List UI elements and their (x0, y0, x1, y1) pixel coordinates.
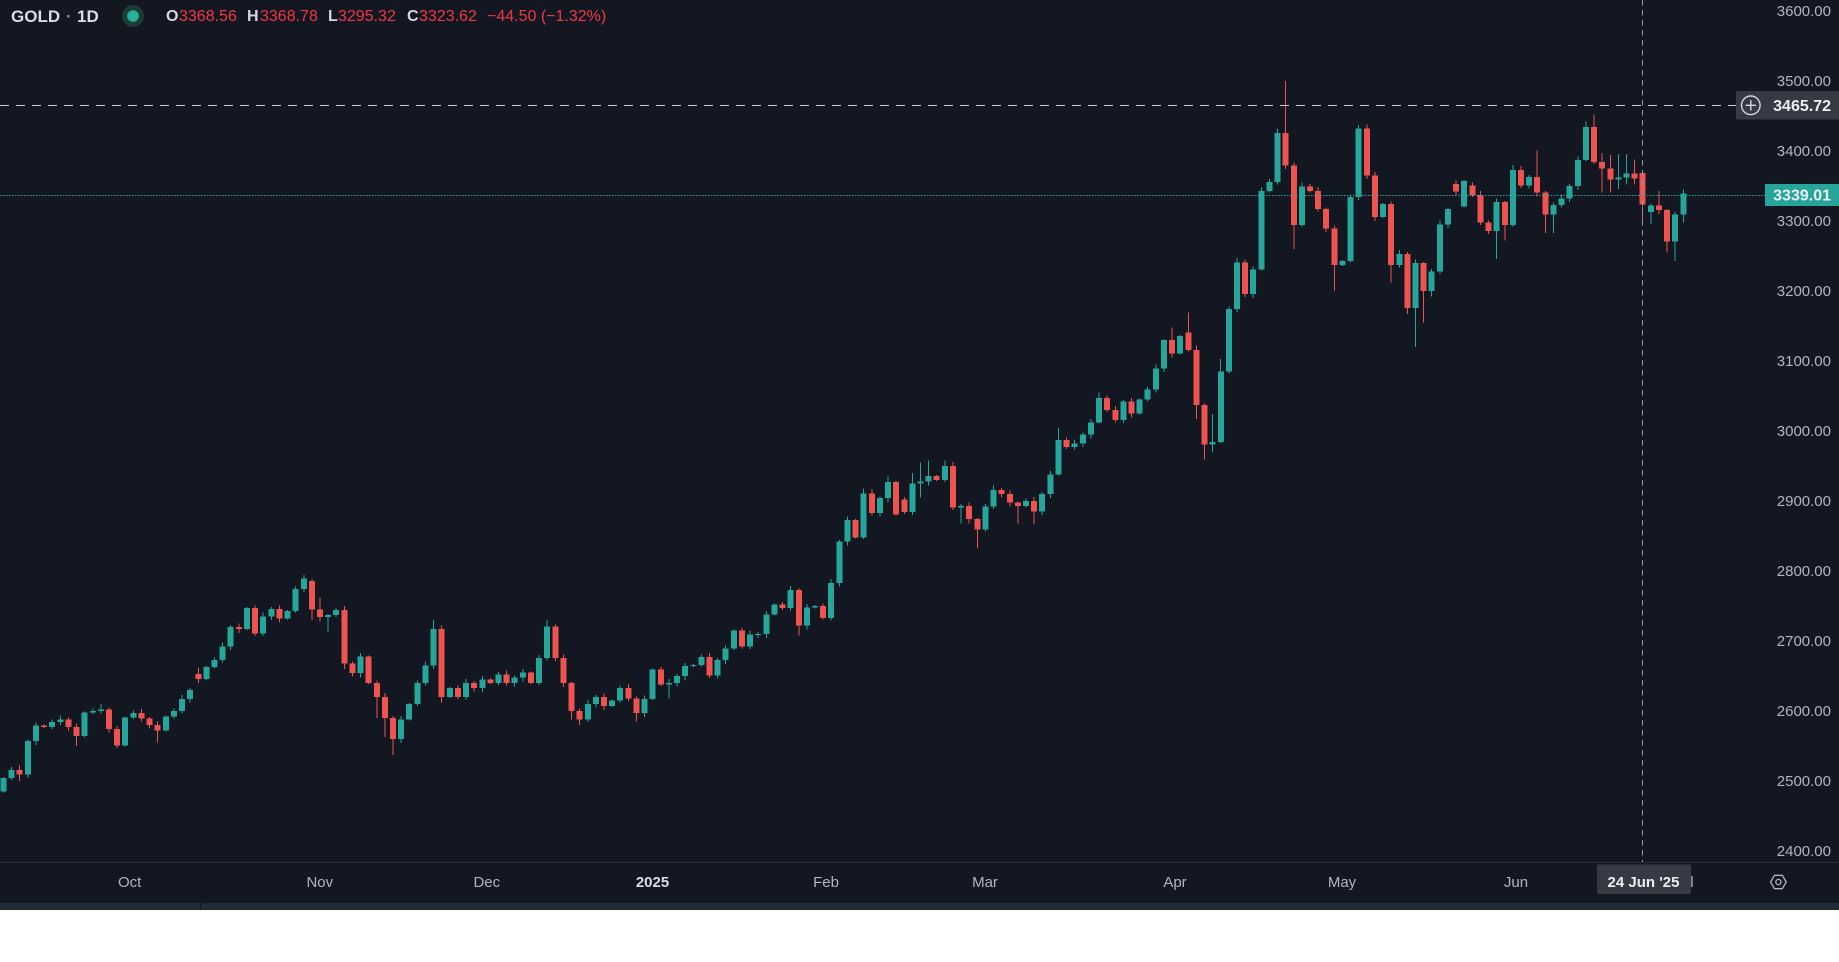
svg-text:Oct: Oct (118, 874, 142, 891)
svg-text:Feb: Feb (813, 874, 839, 891)
svg-text:·: · (66, 7, 72, 26)
svg-text:3400.00: 3400.00 (1777, 143, 1831, 160)
svg-text:3295.32: 3295.32 (338, 8, 396, 25)
svg-text:3368.56: 3368.56 (179, 8, 237, 25)
svg-text:Apr: Apr (1163, 874, 1186, 891)
svg-text:2800.00: 2800.00 (1777, 563, 1831, 580)
svg-text:3368.78: 3368.78 (260, 8, 318, 25)
svg-text:2900.00: 2900.00 (1777, 493, 1831, 510)
svg-text:3600.00: 3600.00 (1777, 3, 1831, 20)
svg-text:Jun: Jun (1504, 874, 1528, 891)
svg-text:Dec: Dec (473, 874, 500, 891)
svg-text:3465.72: 3465.72 (1773, 98, 1831, 115)
svg-text:3100.00: 3100.00 (1777, 353, 1831, 370)
svg-text:May: May (1328, 874, 1357, 891)
svg-text:3000.00: 3000.00 (1777, 423, 1831, 440)
svg-text:2600.00: 2600.00 (1777, 703, 1831, 720)
svg-text:3500.00: 3500.00 (1777, 73, 1831, 90)
svg-text:2025: 2025 (636, 874, 669, 891)
svg-text:2700.00: 2700.00 (1777, 633, 1831, 650)
svg-text:L: L (328, 8, 338, 25)
svg-text:Nov: Nov (306, 874, 333, 891)
svg-text:GOLD: GOLD (11, 7, 60, 26)
svg-text:O: O (166, 8, 178, 25)
svg-text:1D: 1D (77, 7, 99, 26)
svg-text:2500.00: 2500.00 (1777, 773, 1831, 790)
svg-text:C: C (407, 8, 419, 25)
svg-text:H: H (247, 8, 259, 25)
svg-text:24 Jun '25: 24 Jun '25 (1608, 874, 1680, 891)
svg-text:3200.00: 3200.00 (1777, 283, 1831, 300)
svg-text:3323.62: 3323.62 (419, 8, 477, 25)
svg-text:3300.00: 3300.00 (1777, 213, 1831, 230)
svg-text:−44.50 (−1.32%): −44.50 (−1.32%) (487, 8, 606, 25)
svg-text:2400.00: 2400.00 (1777, 843, 1831, 860)
svg-text:Mar: Mar (972, 874, 998, 891)
svg-text:3339.01: 3339.01 (1773, 188, 1831, 205)
